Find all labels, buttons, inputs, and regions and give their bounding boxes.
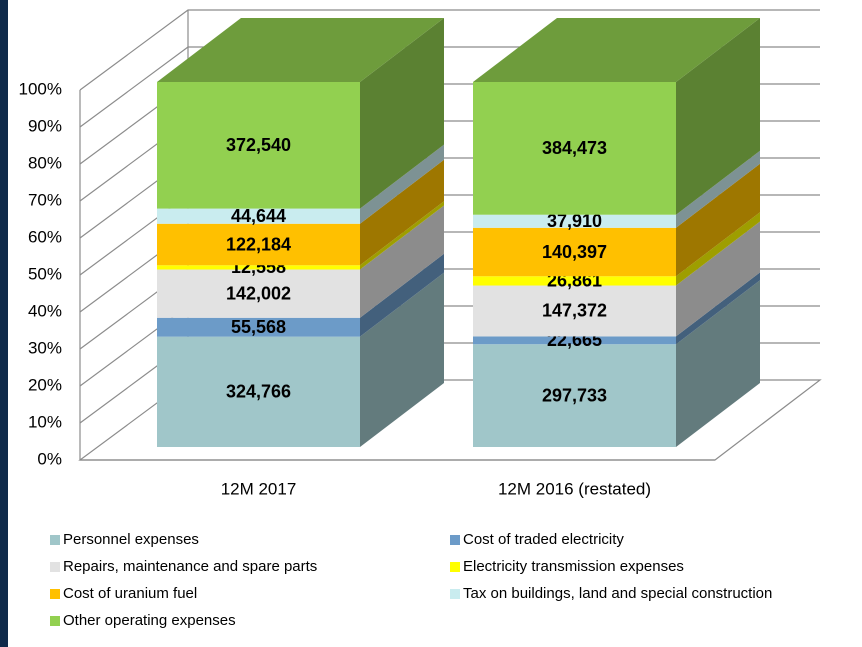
bar-side [360,201,444,270]
bar-segment [473,214,676,228]
bar-segment [157,208,360,224]
bar-side [360,144,444,224]
legend-label: Personnel expenses [63,531,199,548]
legend-swatch [450,589,460,599]
legend-label: Electricity transmission expenses [463,558,684,575]
bars: 12M 2017324,76655,568142,00212,558122,18… [157,18,760,498]
bar-segment [473,276,676,286]
value-label: 372,540 [226,135,291,155]
y-tick-label: 10% [28,412,62,431]
bar-segment [157,265,360,270]
value-label: 55,568 [231,317,286,337]
value-label: 122,184 [226,234,291,254]
bar-segment [157,317,360,337]
value-label: 44,644 [231,206,286,226]
y-tick-label: 100% [19,79,62,98]
bar-side [360,205,444,318]
legend-swatch [50,589,60,599]
bar-segment [473,285,676,337]
grid-line [79,9,820,91]
bar-side [676,163,760,277]
y-tick-label: 40% [28,301,62,320]
value-label: 324,766 [226,382,291,402]
y-tick-label: 80% [28,153,62,172]
x-tick-label: 12M 2017 [221,479,297,498]
value-label: 384,473 [542,138,607,158]
bar-side [360,272,444,447]
bar-segment [473,227,676,277]
bar-top [473,18,760,82]
bar-segment [157,336,360,447]
y-tick-label: 70% [28,190,62,209]
y-tick-label: 0% [37,449,62,468]
legend-label: Cost of uranium fuel [63,585,197,602]
legend-label: Cost of traded electricity [463,531,624,548]
bar-side [676,212,760,286]
legend-swatch [50,616,60,626]
value-label: 37,910 [547,211,602,231]
bar-side [676,221,760,337]
legend-swatch [450,535,460,545]
y-tick-label: 20% [28,375,62,394]
left-strip [0,0,8,647]
bar-segment [473,82,676,215]
bar-side [676,272,760,345]
bar-side [676,280,760,447]
value-label: 297,733 [542,385,607,405]
value-label: 142,002 [226,283,291,303]
x-tick-label: 12M 2016 (restated) [498,479,651,498]
legend-swatch [50,535,60,545]
bar-segment [157,269,360,318]
bar-side [676,150,760,228]
bar-segment [473,336,676,345]
y-tick-label: 50% [28,264,62,283]
bar-side [360,253,444,337]
y-tick-label: 30% [28,338,62,357]
y-tick-label: 90% [28,116,62,135]
legend: Personnel expenses Cost of traded electri… [50,531,772,629]
bar-segment [157,223,360,266]
value-label: 140,397 [542,242,607,262]
bar-side [360,18,444,209]
bar-side [676,18,760,215]
y-tick-label: 60% [28,227,62,246]
legend-label: Tax on buildings, land and special const… [463,585,772,602]
legend-label: Repairs, maintenance and spare parts [63,558,317,575]
bar-side [360,159,444,266]
legend-swatch [50,562,60,572]
legend-label: Other operating expenses [63,612,236,629]
bar-segment [157,82,360,209]
legend-swatch [450,562,460,572]
bar-top [157,18,444,82]
value-label: 147,372 [542,301,607,321]
bar-segment [473,344,676,447]
